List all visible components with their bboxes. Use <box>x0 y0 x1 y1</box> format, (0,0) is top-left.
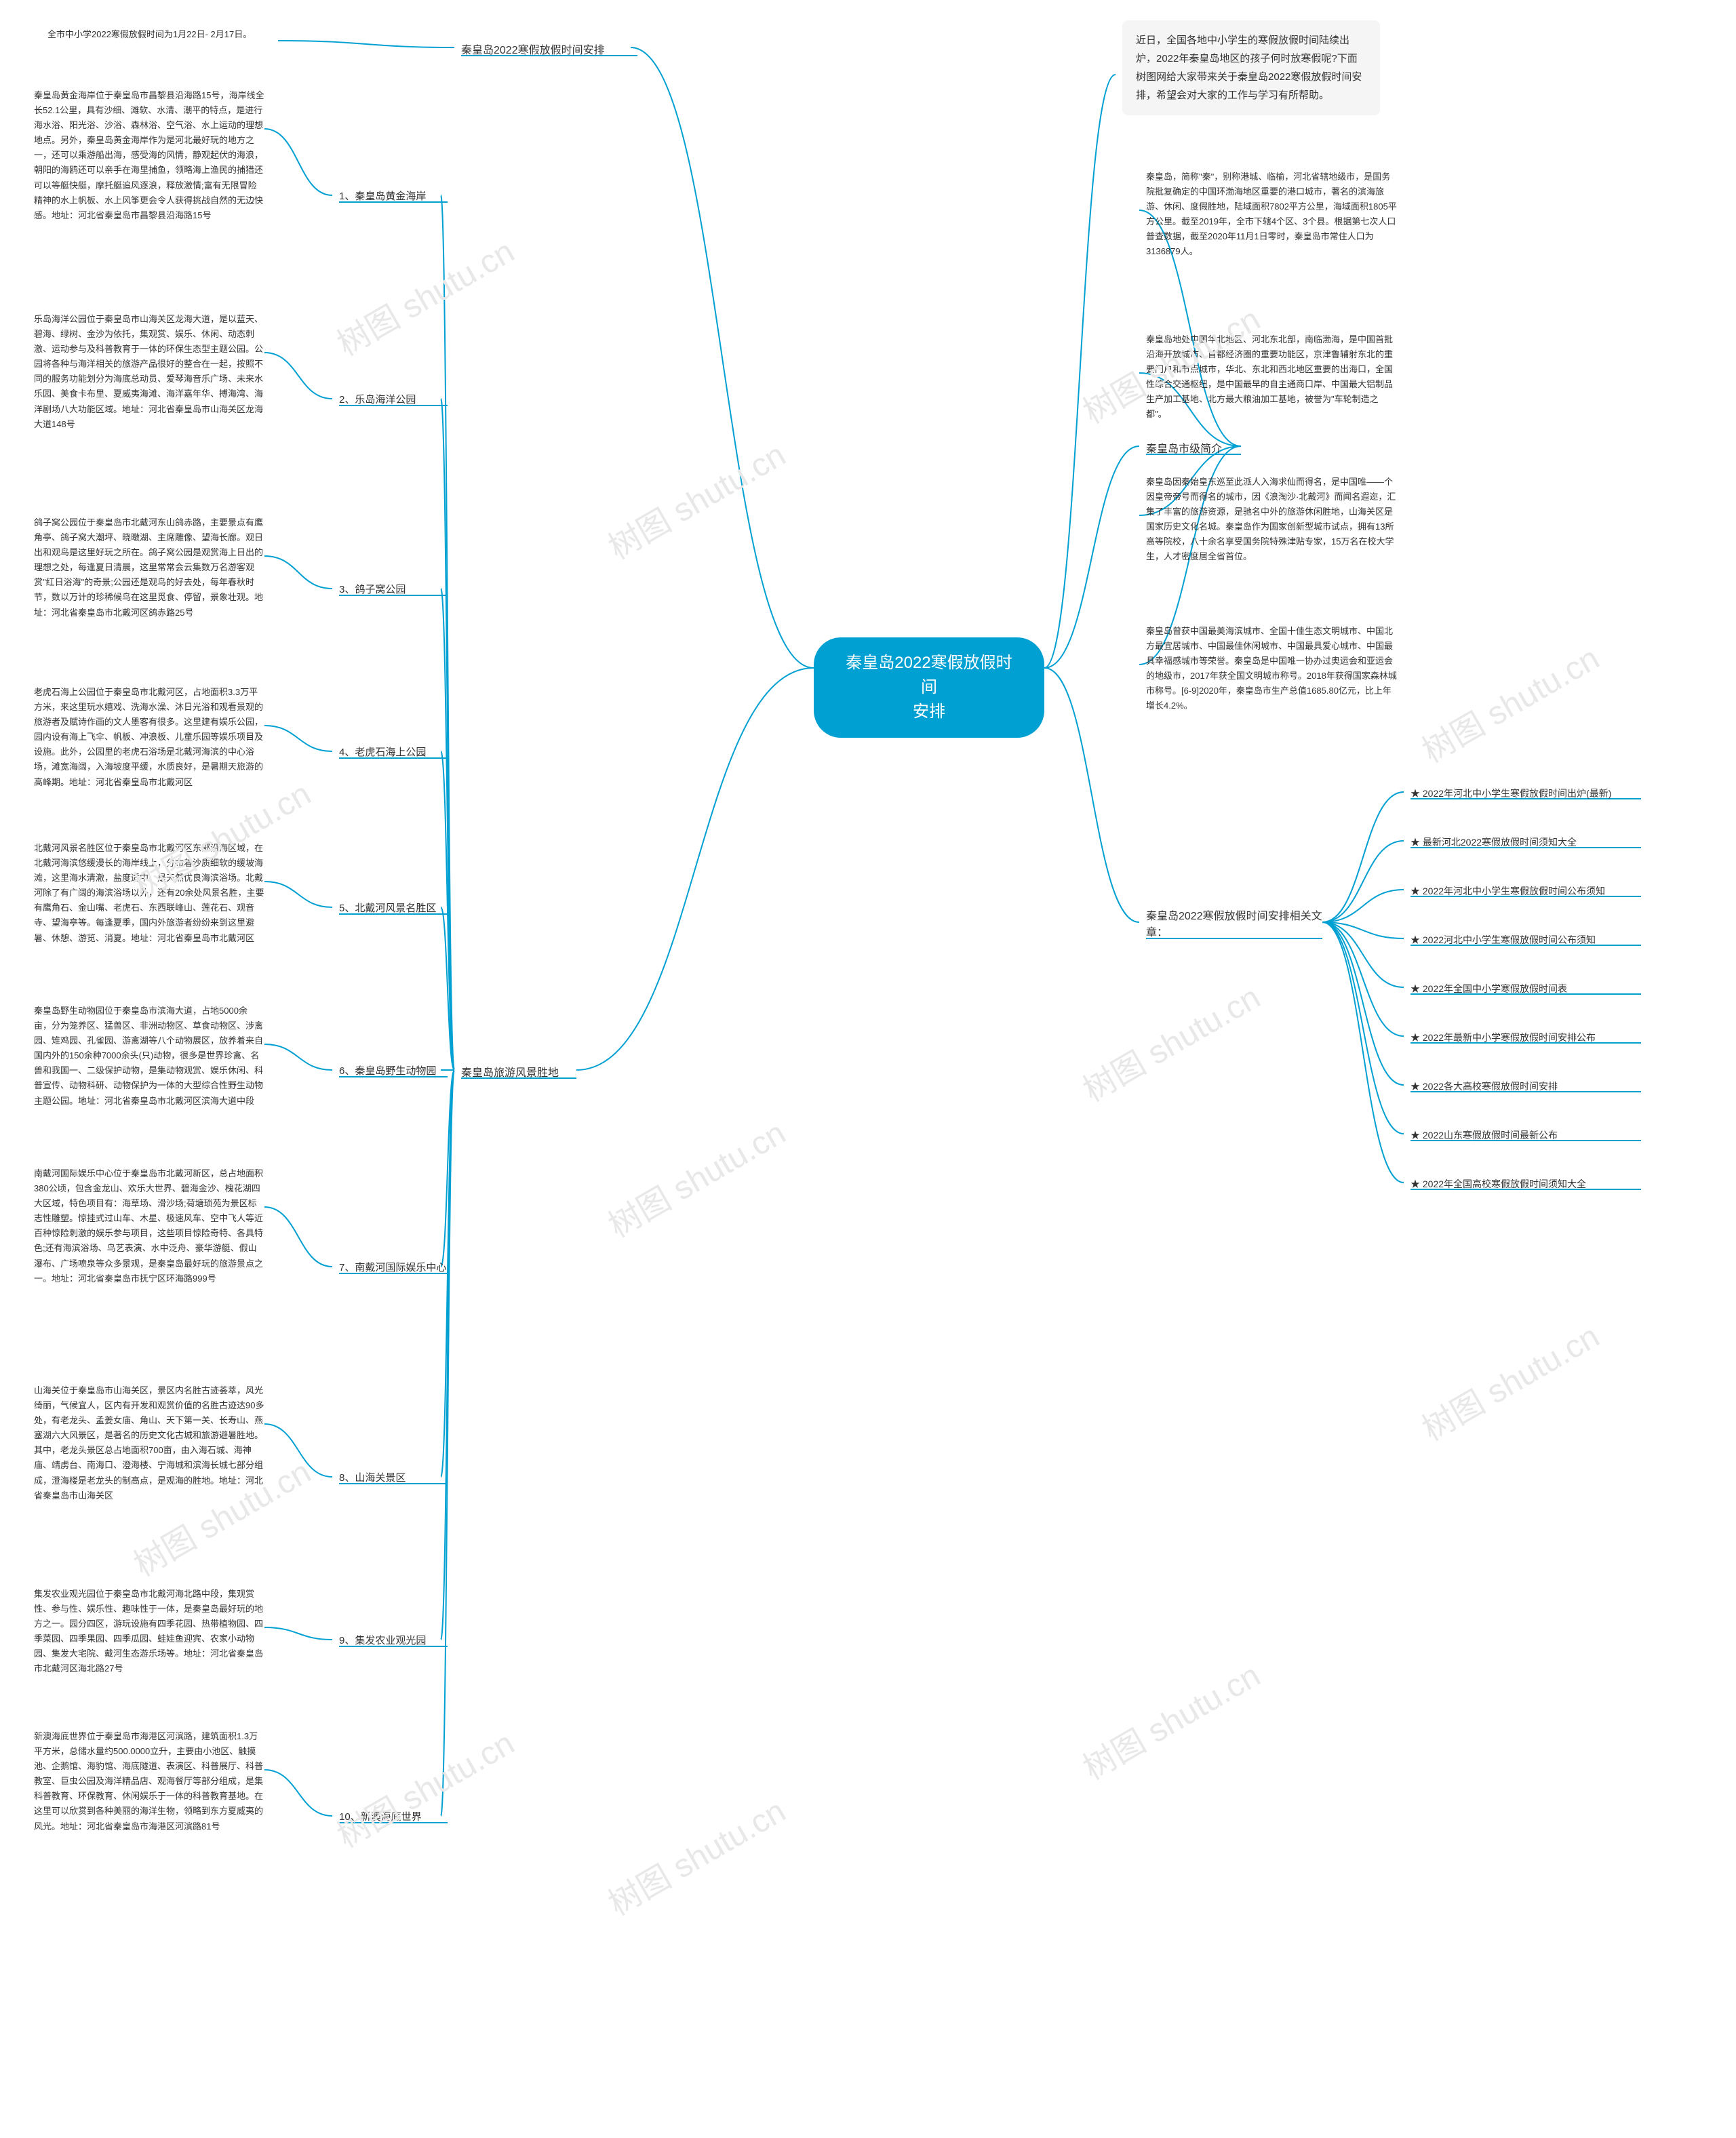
intro-text: 近日，全国各地中小学生的寒假放假时间陆续出炉，2022年秦皇岛地区的孩子何时放寒… <box>1136 35 1362 101</box>
scenic-spot-label: 10、新澳海底世界 <box>339 1809 422 1823</box>
watermark: 树图 shutu.cn <box>1412 632 1606 772</box>
city-intro-paragraph: 秦皇岛地处中国华北地区、河北东北部，南临渤海，是中国首批沿海开放城市、首都经济圈… <box>1146 332 1397 422</box>
mindmap-canvas: 秦皇岛2022寒假放假时间 安排 近日，全国各地中小学生的寒假放假时间陆续出炉，… <box>0 0 1736 2138</box>
city-intro-paragraph: 秦皇岛曾获中国最美海滨城市、全国十佳生态文明城市、中国北方最宜居城市、中国最佳休… <box>1146 624 1397 714</box>
intro-box: 近日，全国各地中小学生的寒假放假时间陆续出炉，2022年秦皇岛地区的孩子何时放寒… <box>1122 20 1380 115</box>
branch-holiday-schedule: 秦皇岛2022寒假放假时间安排 <box>461 41 605 57</box>
watermark: 树图 shutu.cn <box>1073 971 1267 1111</box>
scenic-spot-desc: 新澳海底世界位于秦皇岛市海港区河滨路，建筑面积1.3万平方米，总储水量约500.… <box>34 1729 264 1834</box>
related-article-item: ★ 2022年河北中小学生寒假放假时间公布须知 <box>1410 884 1605 898</box>
scenic-spot-desc: 秦皇岛黄金海岸位于秦皇岛市昌黎县沿海路15号，海岸线全长52.1公里，具有沙细、… <box>34 88 264 223</box>
scenic-spot-label: 9、集发农业观光园 <box>339 1633 426 1647</box>
root-node: 秦皇岛2022寒假放假时间 安排 <box>814 637 1044 738</box>
related-article-item: ★ 2022年全国中小学寒假放假时间表 <box>1410 982 1567 995</box>
scenic-spot-label: 2、乐岛海洋公园 <box>339 392 416 406</box>
scenic-spot-desc: 北戴河风景名胜区位于秦皇岛市北戴河区东部沿海区域，在北戴河海滨悠缓漫长的海岸线上… <box>34 841 264 946</box>
watermark: 树图 shutu.cn <box>598 1785 793 1924</box>
scenic-spot-desc: 鸽子窝公园位于秦皇岛市北戴河东山鸽赤路，主要景点有鹰角亭、鸽子窝大潮坪、晓暾湖、… <box>34 515 264 620</box>
scenic-spot-desc: 老虎石海上公园位于秦皇岛市北戴河区，占地面积3.3万平方米，来这里玩水嬉戏、洗海… <box>34 685 264 790</box>
branch-city-intro: 秦皇岛市级简介 <box>1146 439 1222 456</box>
branch-label-text: 秦皇岛旅游风景胜地 <box>461 1067 559 1079</box>
scenic-spot-desc: 集发农业观光园位于秦皇岛市北戴河海北路中段，集观赏性、参与性、娱乐性、趣味性于一… <box>34 1587 264 1677</box>
related-article-item: ★ 2022年河北中小学生寒假放假时间出炉(最新) <box>1410 787 1611 800</box>
scenic-spot-label: 7、南戴河国际娱乐中心 <box>339 1260 446 1274</box>
watermark: 树图 shutu.cn <box>1412 1310 1606 1450</box>
watermark: 树图 shutu.cn <box>598 1107 793 1246</box>
branch-label-text: 秦皇岛2022寒假放假时间安排 <box>461 45 605 56</box>
scenic-spot-desc: 山海关位于秦皇岛市山海关区，景区内名胜古迹荟萃，风光绮丽，气候宜人，区内有开发和… <box>34 1383 264 1503</box>
scenic-spot-desc: 秦皇岛野生动物园位于秦皇岛市滨海大道，占地5000余亩，分为笼养区、猛兽区、非洲… <box>34 1004 264 1109</box>
scenic-spot-label: 3、鸽子窝公园 <box>339 582 406 596</box>
scenic-spot-label: 8、山海关景区 <box>339 1470 406 1484</box>
city-intro-paragraph: 秦皇岛因秦始皇东巡至此派人入海求仙而得名，是中国唯——个因皇帝帝号而得名的城市，… <box>1146 475 1397 565</box>
holiday-note: 全市中小学2022寒假放假时间为1月22日- 2月17日。 <box>47 27 278 42</box>
watermark: 树图 shutu.cn <box>327 225 521 365</box>
scenic-spot-label: 5、北戴河风景名胜区 <box>339 900 436 915</box>
watermark: 树图 shutu.cn <box>1073 1649 1267 1789</box>
scenic-spot-label: 1、秦皇岛黄金海岸 <box>339 189 426 203</box>
related-article-item: ★ 2022山东寒假放假时间最新公布 <box>1410 1128 1558 1142</box>
branch-label-text: 秦皇岛2022寒假放假时间安排相关文章： <box>1146 911 1322 938</box>
scenic-spot-desc: 乐岛海洋公园位于秦皇岛市山海关区龙海大道，是以蓝天、碧海、绿树、金沙为依托，集观… <box>34 312 264 432</box>
related-article-item: ★ 最新河北2022寒假放假时间须知大全 <box>1410 835 1577 849</box>
watermark: 树图 shutu.cn <box>598 429 793 568</box>
related-article-item: ★ 2022年最新中小学寒假放假时间安排公布 <box>1410 1031 1596 1044</box>
scenic-spot-label: 4、老虎石海上公园 <box>339 745 426 759</box>
scenic-spot-label: 6、秦皇岛野生动物园 <box>339 1063 436 1077</box>
related-article-item: ★ 2022河北中小学生寒假放假时间公布须知 <box>1410 933 1596 947</box>
holiday-note-text: 全市中小学2022寒假放假时间为1月22日- 2月17日。 <box>47 29 252 39</box>
branch-label-text: 秦皇岛市级简介 <box>1146 443 1222 455</box>
scenic-spot-desc: 南戴河国际娱乐中心位于秦皇岛市北戴河新区，总占地面积380公顷，包含金龙山、欢乐… <box>34 1166 264 1286</box>
branch-scenic: 秦皇岛旅游风景胜地 <box>461 1063 559 1080</box>
related-article-item: ★ 2022年全国高校寒假放假时间须知大全 <box>1410 1177 1586 1191</box>
watermark: 树图 shutu.cn <box>327 1717 521 1857</box>
related-article-item: ★ 2022各大高校寒假放假时间安排 <box>1410 1080 1558 1093</box>
city-intro-paragraph: 秦皇岛，简称"秦"，别称港城、临榆，河北省辖地级市，是国务院批复确定的中国环渤海… <box>1146 170 1397 260</box>
branch-related-articles: 秦皇岛2022寒假放假时间安排相关文章： <box>1146 909 1322 941</box>
